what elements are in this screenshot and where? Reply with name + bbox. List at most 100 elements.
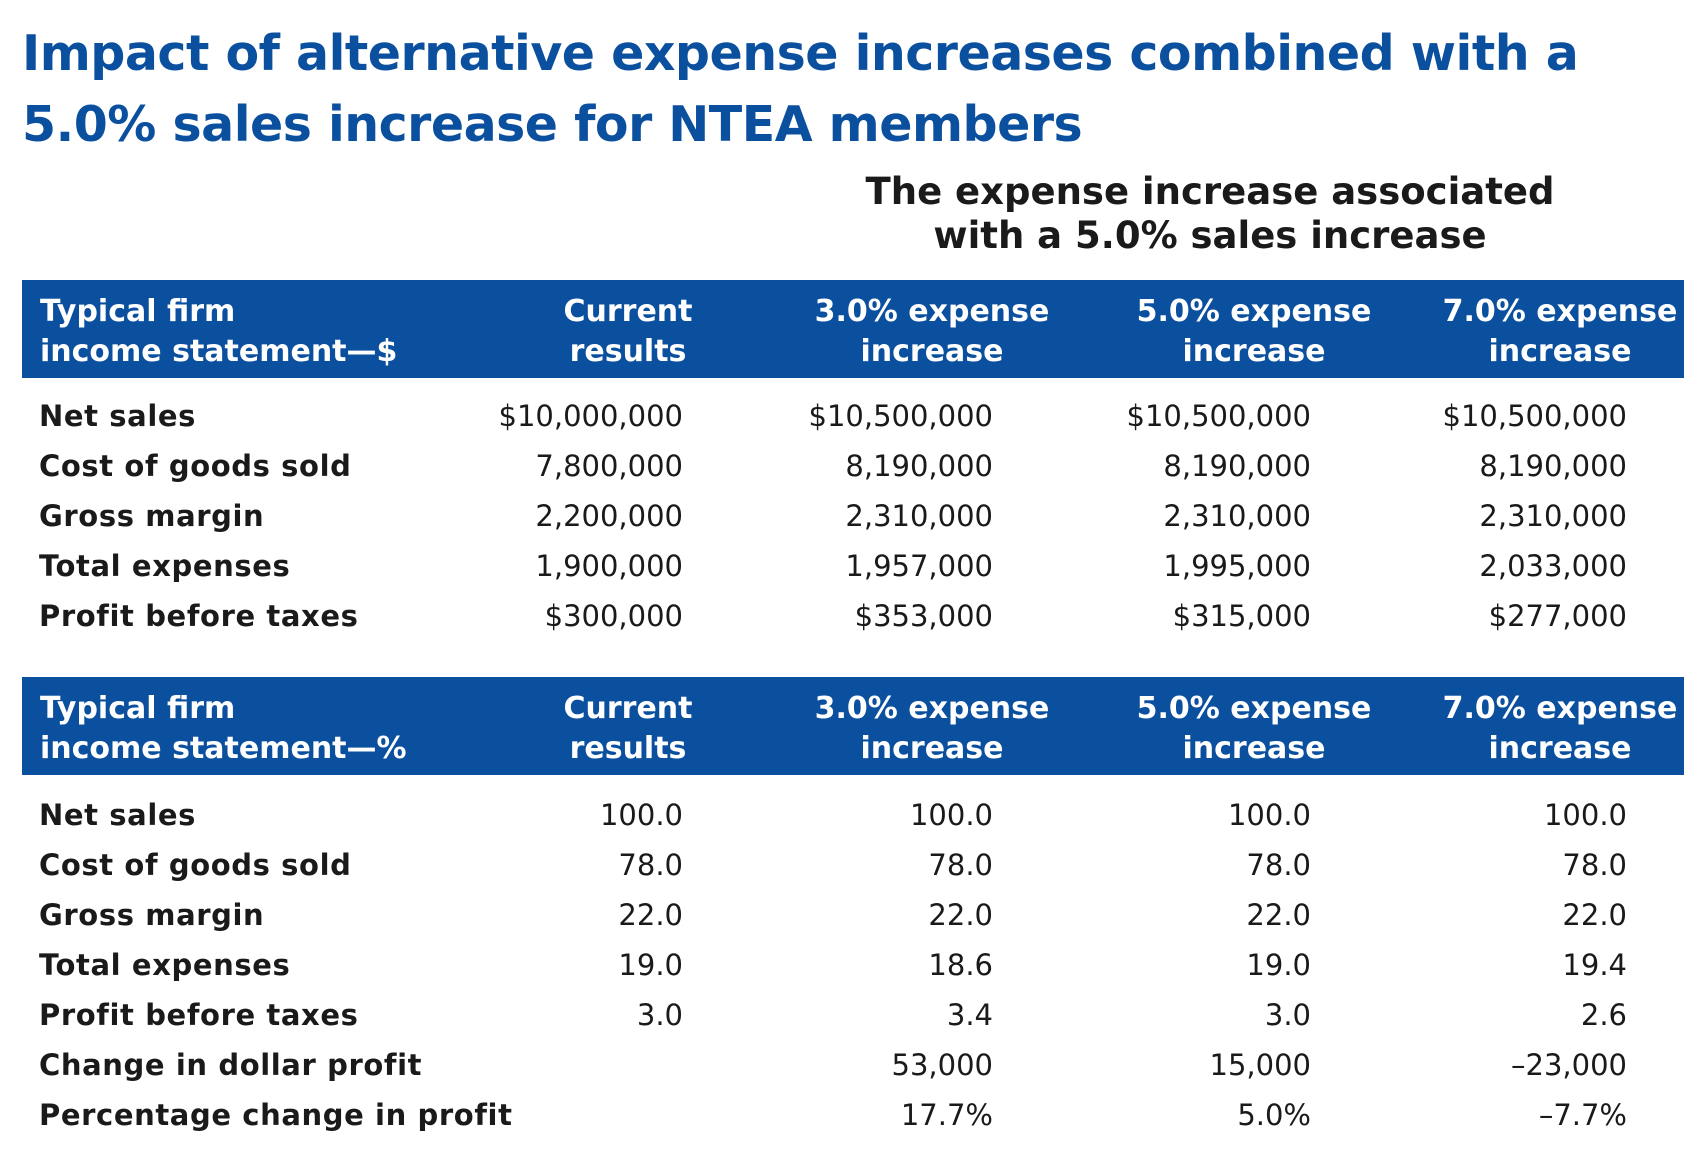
row-label: Gross margin: [39, 898, 265, 932]
table-row: Change in dollar profit 53,000 15,000 –2…: [0, 1040, 1704, 1090]
row-label: Profit before taxes: [39, 599, 359, 633]
header-line: income statement—%: [40, 731, 407, 766]
dollar-header-7pct: 7.0% expense increase: [1390, 292, 1704, 372]
table-row: Percentage change in profit 17.7% 5.0% –…: [0, 1090, 1704, 1140]
row-label: Total expenses: [39, 549, 291, 583]
row-value-current: 2,200,000: [535, 499, 683, 533]
row-value-3pct: 78.0: [928, 848, 993, 882]
row-label: Profit before taxes: [39, 998, 359, 1032]
header-line: 5.0% expense: [1136, 691, 1372, 726]
header-line: 7.0% expense: [1442, 294, 1678, 329]
row-label: Change in dollar profit: [39, 1048, 423, 1082]
row-label: Net sales: [39, 399, 196, 433]
row-value-7pct: –7.7%: [1538, 1098, 1627, 1132]
row-value-3pct: 22.0: [928, 898, 993, 932]
table-row: Net sales 100.0 100.0 100.0 100.0: [0, 790, 1704, 840]
row-value-5pct: $315,000: [1172, 599, 1311, 633]
row-value-5pct: 22.0: [1246, 898, 1311, 932]
table-row: Profit before taxes $300,000 $353,000 $3…: [0, 591, 1704, 641]
row-value-3pct: 53,000: [891, 1048, 993, 1082]
row-value-3pct: 8,190,000: [845, 449, 993, 483]
header-line: 7.0% expense: [1442, 691, 1678, 726]
row-value-3pct: 3.4: [946, 998, 993, 1032]
row-value-7pct: 2.6: [1580, 998, 1627, 1032]
row-value-7pct: 8,190,000: [1479, 449, 1627, 483]
percent-header-3pct: 3.0% expense increase: [762, 689, 1102, 769]
dollar-header-label: Typical firm income statement—$: [40, 292, 397, 372]
page-title: Impact of alternative expense increases …: [22, 18, 1682, 160]
row-value-7pct: $10,500,000: [1442, 399, 1628, 433]
header-line: results: [569, 731, 687, 766]
row-value-5pct: 5.0%: [1237, 1098, 1311, 1132]
row-value-current: 100.0: [599, 798, 683, 832]
column-group-heading-line-1: The expense increase associated: [865, 170, 1555, 213]
page-title-line-2: 5.0% sales increase for NTEA members: [22, 96, 1083, 153]
header-line: Typical firm: [40, 691, 236, 726]
header-line: increase: [1488, 731, 1632, 766]
header-line: results: [569, 334, 687, 369]
row-value-5pct: 100.0: [1227, 798, 1311, 832]
row-value-5pct: $10,500,000: [1126, 399, 1312, 433]
header-line: 5.0% expense: [1136, 294, 1372, 329]
percent-header-label: Typical firm income statement—%: [40, 689, 407, 769]
dollar-header-3pct: 3.0% expense increase: [762, 292, 1102, 372]
row-value-current: $10,000,000: [498, 399, 684, 433]
row-value-7pct: 2,310,000: [1479, 499, 1627, 533]
row-value-3pct: $10,500,000: [808, 399, 994, 433]
header-line: increase: [1182, 334, 1326, 369]
row-value-current: 22.0: [618, 898, 683, 932]
percent-header-current: Current results: [458, 689, 798, 769]
table-row: Gross margin 22.0 22.0 22.0 22.0: [0, 890, 1704, 940]
row-value-3pct: 1,957,000: [845, 549, 993, 583]
row-label: Cost of goods sold: [39, 449, 352, 483]
percent-header-7pct: 7.0% expense increase: [1390, 689, 1704, 769]
table-row: Cost of goods sold 7,800,000 8,190,000 8…: [0, 441, 1704, 491]
header-line: increase: [860, 334, 1004, 369]
row-value-3pct: $353,000: [854, 599, 993, 633]
header-line: increase: [1182, 731, 1326, 766]
header-line: Current: [563, 294, 693, 329]
row-value-current: 3.0: [636, 998, 683, 1032]
table-row: Profit before taxes 3.0 3.4 3.0 2.6: [0, 990, 1704, 1040]
row-label: Gross margin: [39, 499, 265, 533]
column-group-heading-line-2: with a 5.0% sales increase: [933, 214, 1487, 257]
row-value-current: 78.0: [618, 848, 683, 882]
row-value-3pct: 100.0: [909, 798, 993, 832]
row-label: Percentage change in profit: [39, 1098, 513, 1132]
row-value-5pct: 15,000: [1209, 1048, 1311, 1082]
dollar-table-header: Typical firm income statement—$ Current …: [22, 280, 1684, 378]
row-value-5pct: 2,310,000: [1163, 499, 1311, 533]
row-value-current: 1,900,000: [535, 549, 683, 583]
row-value-5pct: 78.0: [1246, 848, 1311, 882]
percent-header-5pct: 5.0% expense increase: [1084, 689, 1424, 769]
header-line: 3.0% expense: [814, 691, 1050, 726]
row-value-3pct: 2,310,000: [845, 499, 993, 533]
row-label: Total expenses: [39, 948, 291, 982]
percent-table-header: Typical firm income statement—% Current …: [22, 677, 1684, 775]
row-value-7pct: –23,000: [1511, 1048, 1627, 1082]
header-line: income statement—$: [40, 334, 398, 369]
table-row: Total expenses 19.0 18.6 19.0 19.4: [0, 940, 1704, 990]
row-value-current: $300,000: [544, 599, 683, 633]
row-value-3pct: 18.6: [928, 948, 993, 982]
row-value-3pct: 17.7%: [900, 1098, 993, 1132]
row-label: Net sales: [39, 798, 196, 832]
header-line: increase: [1488, 334, 1632, 369]
row-value-current: 19.0: [618, 948, 683, 982]
table-row: Gross margin 2,200,000 2,310,000 2,310,0…: [0, 491, 1704, 541]
row-value-7pct: 100.0: [1543, 798, 1627, 832]
row-value-7pct: 22.0: [1562, 898, 1627, 932]
dollar-header-5pct: 5.0% expense increase: [1084, 292, 1424, 372]
table-row: Total expenses 1,900,000 1,957,000 1,995…: [0, 541, 1704, 591]
page-title-line-1: Impact of alternative expense increases …: [22, 25, 1579, 82]
table-row: Cost of goods sold 78.0 78.0 78.0 78.0: [0, 840, 1704, 890]
row-value-7pct: 78.0: [1562, 848, 1627, 882]
column-group-heading: The expense increase associated with a 5…: [820, 170, 1600, 258]
row-value-current: 7,800,000: [535, 449, 683, 483]
row-value-7pct: 2,033,000: [1479, 549, 1627, 583]
row-value-7pct: 19.4: [1562, 948, 1627, 982]
header-line: 3.0% expense: [814, 294, 1050, 329]
row-value-5pct: 3.0: [1264, 998, 1311, 1032]
header-line: Current: [563, 691, 693, 726]
row-label: Cost of goods sold: [39, 848, 352, 882]
